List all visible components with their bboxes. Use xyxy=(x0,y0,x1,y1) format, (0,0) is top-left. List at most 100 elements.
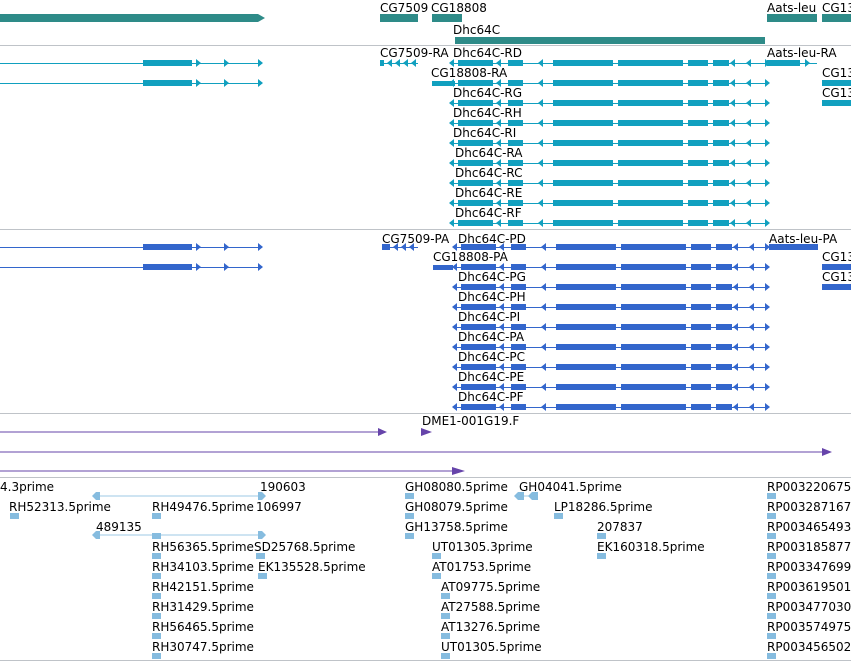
exon-block[interactable] xyxy=(618,100,683,106)
exon-block[interactable] xyxy=(716,404,732,410)
gene-label-cg13[interactable]: CG13 xyxy=(822,1,851,15)
exon-block[interactable] xyxy=(556,244,616,250)
exon-block[interactable] xyxy=(713,160,729,166)
exon-block[interactable] xyxy=(508,200,523,206)
est-label[interactable]: 190603 xyxy=(260,480,306,494)
exon-block[interactable] xyxy=(822,264,851,270)
exon-block[interactable] xyxy=(713,140,729,146)
est-label[interactable]: RP003185877 xyxy=(767,540,851,554)
exon-block[interactable] xyxy=(553,100,613,106)
exon-block[interactable] xyxy=(143,60,192,66)
exon-block[interactable] xyxy=(458,60,493,66)
exon-block[interactable] xyxy=(716,364,732,370)
gene-bar[interactable] xyxy=(767,14,817,22)
est-feature[interactable] xyxy=(258,573,267,579)
est-label[interactable]: RH49476.5prime xyxy=(152,500,254,514)
exon-block[interactable] xyxy=(618,160,683,166)
exon-block[interactable] xyxy=(716,304,732,310)
exon-block[interactable] xyxy=(511,284,526,290)
exon-block[interactable] xyxy=(511,304,526,310)
exon-block[interactable] xyxy=(556,344,616,350)
est-label[interactable]: RH34103.5prime xyxy=(152,560,254,574)
protein-label[interactable]: CG18808-PA xyxy=(433,250,508,264)
exon-block[interactable] xyxy=(618,140,683,146)
est-label[interactable]: RH31429.5prime xyxy=(152,600,254,614)
protein-label[interactable]: Dhc64C-PG xyxy=(458,270,526,284)
est-label[interactable]: EK135528.5prime xyxy=(258,560,366,574)
exon-block[interactable] xyxy=(713,80,729,86)
exon-block[interactable] xyxy=(621,364,686,370)
est-label[interactable]: RP003287167 xyxy=(767,500,851,514)
exon-block[interactable] xyxy=(713,200,729,206)
est-feature[interactable] xyxy=(152,513,161,519)
transcript-label[interactable]: CG18808-RA xyxy=(431,66,508,80)
exon-block[interactable] xyxy=(621,344,686,350)
est-feature[interactable] xyxy=(152,653,161,659)
exon-block[interactable] xyxy=(432,80,455,86)
protein-label[interactable]: CG13 xyxy=(822,270,851,284)
exon-block[interactable] xyxy=(511,344,526,350)
exon-block[interactable] xyxy=(461,244,496,250)
est-label[interactable]: RH42151.5prime xyxy=(152,580,254,594)
est-feature[interactable] xyxy=(152,553,161,559)
transcript-label[interactable]: CG13 xyxy=(822,86,851,100)
est-label[interactable]: RP003465493 xyxy=(767,520,851,534)
exon-block[interactable] xyxy=(713,60,729,66)
est-label[interactable]: SD25768.5prime xyxy=(254,540,356,554)
est-feature[interactable] xyxy=(441,653,450,659)
exon-block[interactable] xyxy=(688,180,708,186)
exon-block[interactable] xyxy=(461,344,496,350)
est-feature[interactable] xyxy=(256,553,265,559)
exon-block[interactable] xyxy=(716,284,732,290)
exon-block[interactable] xyxy=(691,384,711,390)
exon-block[interactable] xyxy=(461,324,496,330)
exon-block[interactable] xyxy=(621,304,686,310)
exon-block[interactable] xyxy=(553,220,613,226)
exon-block[interactable] xyxy=(553,200,613,206)
est-feature[interactable] xyxy=(152,613,161,619)
est-feature[interactable] xyxy=(767,513,776,519)
est-feature[interactable] xyxy=(152,633,161,639)
exon-block[interactable] xyxy=(556,384,616,390)
protein-label[interactable]: Dhc64C-PA xyxy=(458,330,525,344)
est-label[interactable]: RP003347699 xyxy=(767,560,851,574)
gene-bar[interactable] xyxy=(455,37,765,44)
exon-block[interactable] xyxy=(691,364,711,370)
exon-block[interactable] xyxy=(556,304,616,310)
exon-block[interactable] xyxy=(822,284,851,290)
exon-block[interactable] xyxy=(511,384,526,390)
exon-block[interactable] xyxy=(458,120,493,126)
est-label[interactable]: AT01753.5prime xyxy=(432,560,532,574)
exon-block[interactable] xyxy=(511,324,526,330)
est-feature[interactable] xyxy=(767,613,776,619)
exon-block[interactable] xyxy=(618,60,683,66)
exon-block[interactable] xyxy=(511,264,526,270)
est-feature[interactable] xyxy=(152,533,161,539)
exon-block[interactable] xyxy=(508,60,523,66)
est-label[interactable]: RP003619501 xyxy=(767,580,851,594)
exon-block[interactable] xyxy=(380,60,384,66)
est-label[interactable]: LP18286.5prime xyxy=(554,500,653,514)
est-label[interactable]: RP003574975 xyxy=(767,620,851,634)
exon-block[interactable] xyxy=(618,200,683,206)
est-label[interactable]: GH08079.5prime xyxy=(405,500,508,514)
exon-block[interactable] xyxy=(508,160,523,166)
est-label[interactable]: AT13276.5prime xyxy=(441,620,541,634)
exon-block[interactable] xyxy=(822,80,851,86)
exon-block[interactable] xyxy=(716,384,732,390)
exon-block[interactable] xyxy=(688,140,708,146)
exon-block[interactable] xyxy=(688,100,708,106)
exon-block[interactable] xyxy=(822,100,851,106)
transcript-label[interactable]: Dhc64C-RG xyxy=(453,86,523,100)
exon-block[interactable] xyxy=(691,324,711,330)
exon-block[interactable] xyxy=(461,404,496,410)
est-label[interactable]: EK160318.5prime xyxy=(597,540,705,554)
exon-block[interactable] xyxy=(458,160,493,166)
exon-block[interactable] xyxy=(508,80,523,86)
exon-block[interactable] xyxy=(713,120,729,126)
est-label[interactable]: RH56465.5prime xyxy=(152,620,254,634)
est-label[interactable]: RH56365.5prime xyxy=(152,540,254,554)
est-feature[interactable] xyxy=(432,553,441,559)
exon-block[interactable] xyxy=(553,120,613,126)
est-feature[interactable] xyxy=(767,633,776,639)
